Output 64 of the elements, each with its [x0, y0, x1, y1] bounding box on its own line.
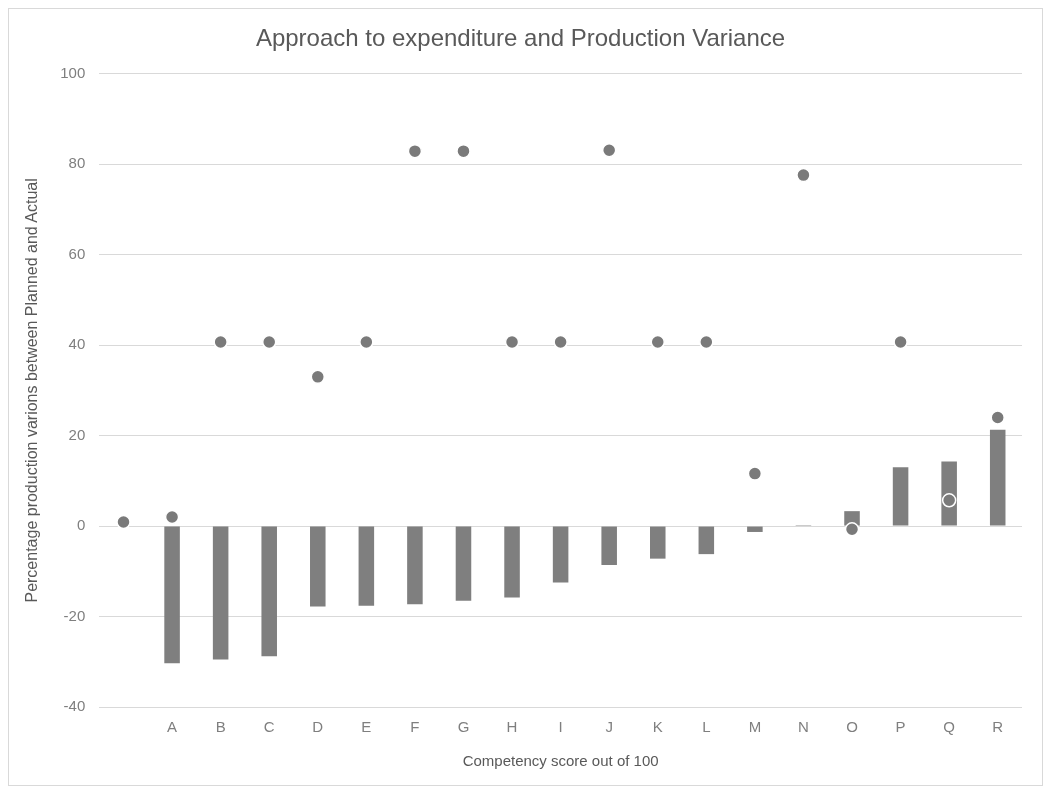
- point: [893, 334, 908, 350]
- point: [116, 514, 131, 530]
- y-tick-label: 100: [60, 63, 86, 81]
- x-tick-label: D: [312, 718, 324, 736]
- x-tick-label: E: [361, 718, 372, 736]
- point: [699, 334, 714, 350]
- chart-title: Approach to expenditure and Production Variance: [255, 24, 786, 52]
- x-tick-label: A: [167, 718, 178, 736]
- y-tick-label: -20: [63, 606, 86, 624]
- bar: [504, 526, 520, 598]
- y-tick-label: 20: [68, 425, 86, 443]
- y-tick-label: 60: [68, 244, 86, 262]
- point: [553, 334, 568, 350]
- bar: [649, 526, 666, 559]
- x-tick-label: Q: [943, 718, 955, 736]
- x-tick-label: B: [215, 718, 226, 736]
- bar: [455, 526, 472, 601]
- point: [456, 143, 471, 159]
- x-tick-label: F: [410, 718, 420, 736]
- point: [213, 334, 228, 350]
- x-tick-label: K: [652, 718, 663, 736]
- bar: [261, 526, 277, 657]
- x-tick-label: H: [506, 718, 518, 736]
- point: [359, 334, 374, 350]
- x-tick-label: G: [457, 718, 470, 736]
- bar: [601, 526, 617, 565]
- bar: [892, 467, 909, 526]
- point: [941, 493, 957, 508]
- x-tick-label: N: [798, 718, 809, 736]
- x-tick-label: I: [558, 718, 563, 736]
- y-tick-label: 0: [76, 516, 86, 534]
- point: [164, 509, 180, 525]
- point: [650, 334, 665, 350]
- y-axis-title: Percentage production varions between Planned and Actual: [23, 178, 41, 603]
- x-tick-label: L: [702, 718, 711, 736]
- x-tick-label: C: [263, 718, 275, 736]
- x-tick-label: P: [895, 718, 906, 736]
- x-tick-label: R: [992, 718, 1004, 736]
- point: [407, 143, 423, 159]
- bar: [310, 526, 326, 607]
- bar: [552, 526, 569, 583]
- bar: [407, 526, 423, 605]
- x-axis-title: Competency score out of 100: [462, 752, 659, 770]
- bar: [989, 429, 1006, 526]
- bar: [747, 526, 763, 532]
- point: [601, 142, 617, 158]
- point: [261, 334, 277, 350]
- y-tick-label: 80: [68, 154, 86, 172]
- bar: [941, 461, 957, 526]
- point: [747, 466, 763, 481]
- bar: [212, 526, 229, 660]
- bar: [164, 526, 180, 664]
- point: [504, 334, 520, 350]
- x-tick-label: O: [846, 718, 858, 736]
- point: [844, 522, 860, 537]
- bar: [698, 526, 715, 555]
- y-tick-label: 40: [68, 335, 86, 353]
- x-tick-label: J: [605, 718, 613, 736]
- point: [990, 410, 1005, 425]
- point: [310, 369, 326, 385]
- point: [796, 167, 811, 183]
- bar: [358, 526, 375, 606]
- x-tick-label: M: [748, 718, 762, 736]
- y-tick-label: -40: [63, 697, 86, 715]
